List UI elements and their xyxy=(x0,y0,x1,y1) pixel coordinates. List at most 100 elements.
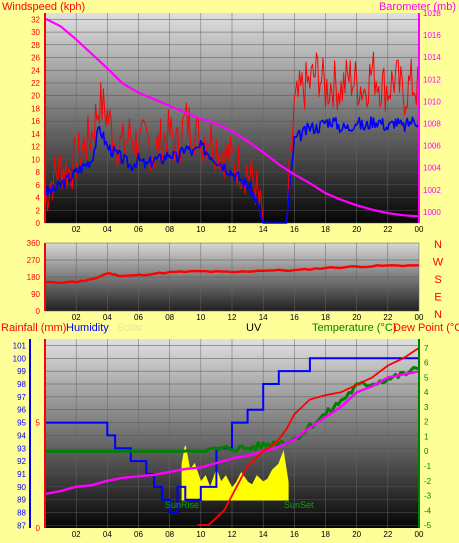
humidity-tick-label: 89 xyxy=(17,496,26,505)
x-tick-label: 08 xyxy=(165,313,174,322)
wind-ticks: 0246810121416182022242628303210001002100… xyxy=(31,9,441,234)
wind-tick-label: 20 xyxy=(31,92,40,101)
humidity-tick-label: 99 xyxy=(17,367,26,376)
humidity-tick-label: 98 xyxy=(17,380,26,389)
dew-point-label: Dew Point (°C) xyxy=(393,322,459,334)
x-tick-label: 14 xyxy=(259,313,268,322)
sunset-label: SunSet xyxy=(284,500,314,510)
x-tick-label: 00 xyxy=(415,313,424,322)
x-tick-label: 18 xyxy=(321,313,330,322)
humidity-tick-label: 93 xyxy=(17,444,26,453)
x-tick-label: 16 xyxy=(290,313,299,322)
barometer-series xyxy=(44,17,420,218)
barometer-tick-label: 1000 xyxy=(423,208,441,217)
humidity-tick-label: 88 xyxy=(17,509,26,518)
x-tick-label: 12 xyxy=(228,530,237,539)
x-tick-label: 18 xyxy=(321,225,330,234)
wind-tick-label: 8 xyxy=(36,168,41,177)
x-tick-label: 12 xyxy=(228,313,237,322)
x-tick-label: 22 xyxy=(383,313,392,322)
green-humidity-series xyxy=(45,365,420,453)
humidity-tick-label: 101 xyxy=(13,341,27,350)
humidity-tick-label: 95 xyxy=(17,419,26,428)
temperature-series xyxy=(44,370,420,496)
direction-tick-label: 0 xyxy=(36,307,41,316)
x-tick-label: 00 xyxy=(415,530,424,539)
temperature-tick-label: 2 xyxy=(424,418,429,427)
temperature-tick-label: -1 xyxy=(424,462,432,471)
direction-tick-label: 270 xyxy=(27,256,41,265)
x-tick-label: 06 xyxy=(134,530,143,539)
x-tick-label: 14 xyxy=(259,225,268,234)
humidity-tick-label: 97 xyxy=(17,393,26,402)
humidity-tick-label: 91 xyxy=(17,470,26,479)
sunrise-label: SunRise xyxy=(165,500,199,510)
humidity-tick-label: 87 xyxy=(17,521,26,530)
wind-tick-label: 6 xyxy=(36,181,41,190)
direction-marks xyxy=(44,264,420,284)
barometer-axis-label: Barometer (mb) xyxy=(379,1,456,13)
x-tick-label: 16 xyxy=(290,530,299,539)
x-tick-label: 14 xyxy=(259,530,268,539)
temperature-tick-label: 5 xyxy=(424,373,429,382)
solar-label: Solar xyxy=(117,322,143,334)
wind-tick-label: 14 xyxy=(31,130,40,139)
wind-tick-label: 30 xyxy=(31,28,40,37)
humidity-tick-label: 100 xyxy=(13,354,27,363)
x-tick-label: 04 xyxy=(103,313,112,322)
wind-tick-label: 4 xyxy=(36,194,41,203)
climate-ticks: 87888990919293949596979899100101-5-4-3-2… xyxy=(13,339,432,539)
humidity-label: Humidity xyxy=(66,322,109,334)
climate-marks xyxy=(44,347,420,526)
barometer-tick-label: 1018 xyxy=(423,9,441,18)
humidity-tick-label: 94 xyxy=(17,431,26,440)
temperature-tick-label: -4 xyxy=(424,506,432,515)
temperature-tick-label: -5 xyxy=(424,521,432,530)
barometer-tick-label: 1008 xyxy=(423,120,441,129)
compass-label: E xyxy=(434,292,441,304)
temperature-tick-label: 0 xyxy=(424,447,429,456)
temperature-tick-label: -3 xyxy=(424,492,432,501)
wind-tick-label: 24 xyxy=(31,66,40,75)
x-tick-label: 00 xyxy=(415,225,424,234)
x-tick-label: 06 xyxy=(134,225,143,234)
x-tick-label: 20 xyxy=(352,313,361,322)
temperature-tick-label: 6 xyxy=(424,359,429,368)
rain-tick-label: 0 xyxy=(36,524,41,533)
wind-tick-label: 12 xyxy=(31,143,40,152)
compass-label: S xyxy=(434,274,441,286)
humidity-tick-label: 96 xyxy=(17,406,26,415)
x-tick-label: 04 xyxy=(103,530,112,539)
x-tick-label: 16 xyxy=(290,225,299,234)
x-tick-label: 22 xyxy=(383,225,392,234)
uv-label: UV xyxy=(246,322,262,334)
x-tick-label: 10 xyxy=(196,225,205,234)
direction-tick-label: 90 xyxy=(31,290,40,299)
barometer-tick-label: 1006 xyxy=(423,142,441,151)
wind-marks xyxy=(44,17,420,224)
x-tick-label: 20 xyxy=(352,530,361,539)
wind-tick-label: 22 xyxy=(31,79,40,88)
wind-tick-label: 10 xyxy=(31,155,40,164)
wind-tick-label: 18 xyxy=(31,104,40,113)
compass-label: N xyxy=(434,309,442,321)
wind-direction-series xyxy=(44,264,420,284)
direction-grid xyxy=(45,242,420,312)
x-tick-label: 10 xyxy=(196,530,205,539)
barometer-tick-label: 1016 xyxy=(423,31,441,40)
x-tick-label: 08 xyxy=(165,530,174,539)
dew-point-series xyxy=(197,347,420,526)
wind-axis-label: Windspeed (kph) xyxy=(2,1,85,13)
x-tick-label: 12 xyxy=(228,225,237,234)
x-tick-label: 02 xyxy=(72,225,81,234)
x-tick-label: 06 xyxy=(134,313,143,322)
x-tick-label: 02 xyxy=(72,313,81,322)
humidity-series xyxy=(45,357,419,514)
wind-tick-label: 0 xyxy=(36,219,41,228)
barometer-tick-label: 1004 xyxy=(423,164,441,173)
x-tick-label: 08 xyxy=(165,225,174,234)
direction-tick-label: 180 xyxy=(27,273,41,282)
wind-tick-label: 26 xyxy=(31,54,40,63)
